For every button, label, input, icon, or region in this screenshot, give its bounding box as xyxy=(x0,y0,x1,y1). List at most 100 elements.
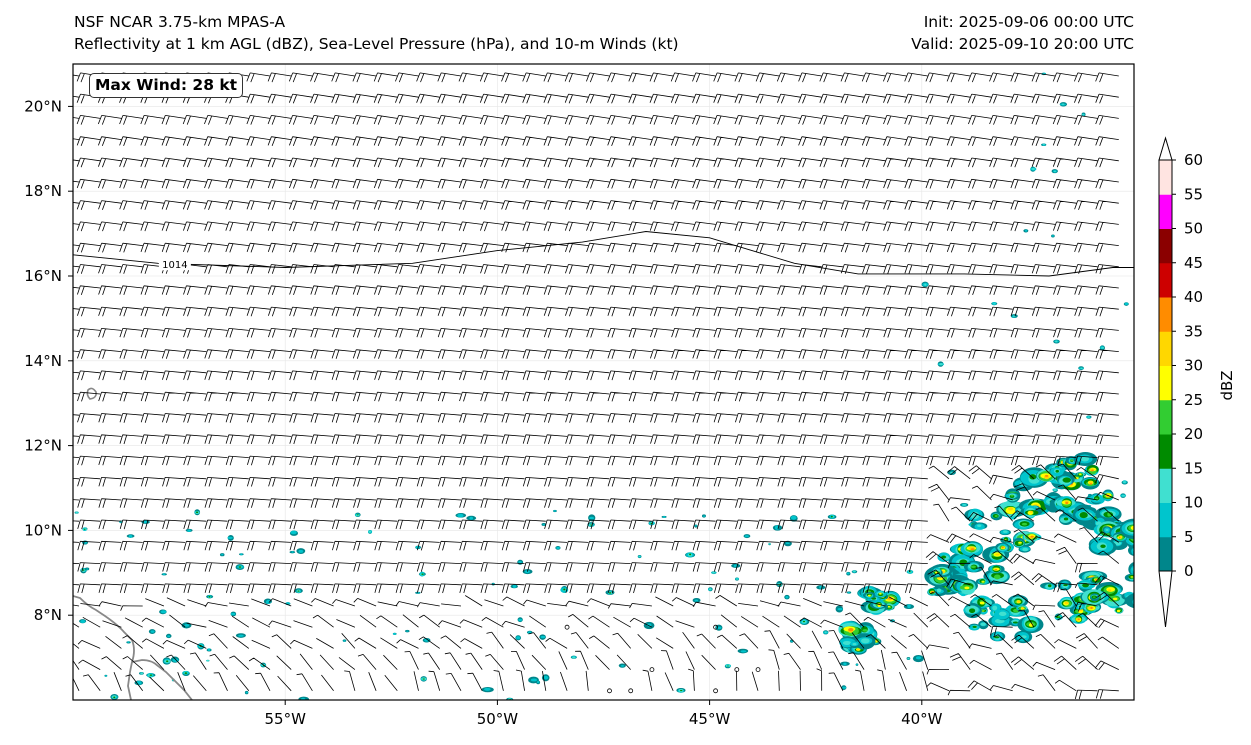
reflectivity-cell xyxy=(297,590,300,592)
reflectivity-cell xyxy=(187,529,191,532)
colorbar-segment xyxy=(1159,468,1172,503)
reflectivity-cell xyxy=(86,568,89,570)
colorbar-label: dBZ xyxy=(1218,370,1236,400)
reflectivity-cell xyxy=(1065,501,1069,505)
reflectivity-cell xyxy=(727,665,729,667)
reflectivity-cell xyxy=(83,528,86,530)
reflectivity-cell xyxy=(744,535,749,538)
colorbar-tick-label: 35 xyxy=(1184,322,1203,340)
reflectivity-cell xyxy=(862,629,868,632)
reflectivity-cell xyxy=(867,594,871,597)
wind-barbs xyxy=(73,72,1120,700)
reflectivity-cell xyxy=(1016,600,1021,603)
reflectivity-cell xyxy=(590,524,593,526)
reflectivity-cell xyxy=(1134,597,1151,606)
reflectivity-cell xyxy=(1021,522,1028,526)
reflectivity-cell xyxy=(1132,598,1134,605)
reflectivity-cell xyxy=(1091,469,1094,472)
reflectivity-cell xyxy=(1057,615,1060,618)
colorbar-max-extension xyxy=(1158,136,1173,161)
lat-tick-label: 20°N xyxy=(24,97,62,115)
reflectivity-cell xyxy=(768,543,771,545)
reflectivity-cell xyxy=(80,619,86,624)
reflectivity-cell xyxy=(227,536,233,540)
reflectivity-cell xyxy=(518,561,522,564)
reflectivity-cell xyxy=(512,584,517,589)
reflectivity-cell xyxy=(1136,542,1144,546)
reflectivity-cell xyxy=(1123,481,1126,483)
colorbar-tick-label: 45 xyxy=(1184,254,1203,272)
reflectivity-cell xyxy=(1135,593,1139,596)
colorbar-tick-label: 55 xyxy=(1184,185,1203,203)
lon-tick-label: 40°W xyxy=(901,710,943,728)
calm-wind-circle xyxy=(713,688,718,694)
isobar-label: 1014 xyxy=(162,260,187,271)
reflectivity-cell xyxy=(149,674,153,676)
reflectivity-cell xyxy=(1112,597,1118,601)
colorbar-segment xyxy=(1159,160,1172,195)
calm-wind-circle xyxy=(564,624,570,630)
reflectivity-cell xyxy=(1018,541,1022,544)
colorbar-segment xyxy=(1159,434,1172,469)
reflectivity-cell xyxy=(853,570,856,573)
reflectivity-cell xyxy=(935,571,938,574)
colorbar-tick-label: 15 xyxy=(1184,459,1203,477)
reflectivity-cell xyxy=(646,623,652,627)
reflectivity-cell xyxy=(1138,600,1144,605)
reflectivity-cell xyxy=(1053,489,1057,492)
colorbar-segment xyxy=(1159,297,1172,332)
reflectivity-cell xyxy=(457,513,464,518)
reflectivity-cell xyxy=(208,595,211,598)
colorbar-min-extension xyxy=(1158,570,1173,628)
lat-tick-label: 14°N xyxy=(24,352,62,370)
reflectivity-cell xyxy=(184,624,190,627)
reflectivity-cell xyxy=(703,515,706,517)
longitude-axis: 55°W 50°W 45°W 40°W xyxy=(264,700,943,728)
reflectivity-cell xyxy=(1080,456,1090,462)
reflectivity-cell xyxy=(82,569,85,571)
reflectivity-cell xyxy=(1045,474,1049,477)
reflectivity-cell xyxy=(553,510,557,512)
reflectivity-cell xyxy=(1055,469,1060,473)
reflectivity-cell xyxy=(733,564,738,568)
reflectivity-cell xyxy=(979,601,985,605)
reflectivity-cell xyxy=(1124,302,1129,305)
reflectivity-cell xyxy=(265,599,271,604)
reflectivity-cell xyxy=(785,542,790,545)
reflectivity-cell xyxy=(620,664,625,667)
reflectivity-cell xyxy=(484,687,491,691)
reflectivity-cell xyxy=(1078,473,1082,475)
colorbar-segment xyxy=(1159,228,1172,264)
reflectivity-cell xyxy=(694,599,699,602)
reflectivity-cell xyxy=(166,660,169,663)
reflectivity-cell xyxy=(1130,576,1134,578)
reflectivity-cell xyxy=(1064,601,1069,605)
valid-time: Valid: 2025-09-10 20:00 UTC xyxy=(911,35,1134,53)
model-name: NSF NCAR 3.75-km MPAS-A xyxy=(74,13,286,31)
reflectivity-cell xyxy=(847,591,850,594)
reflectivity-cell xyxy=(290,530,297,535)
reflectivity-cell xyxy=(852,642,857,646)
reflectivity-cell xyxy=(842,686,847,689)
reflectivity-cell xyxy=(356,514,359,516)
reflectivity-cell xyxy=(824,631,827,634)
reflectivity-cell xyxy=(1133,543,1134,545)
title-right: Init: 2025-09-06 00:00 UTC Valid: 2025-0… xyxy=(911,11,1134,55)
calm-wind-circle xyxy=(628,688,634,694)
reflectivity-cell xyxy=(1089,483,1093,485)
reflectivity-cell xyxy=(837,607,843,611)
title-left: NSF NCAR 3.75-km MPAS-A Reflectivity at … xyxy=(74,11,679,55)
colorbar-segment xyxy=(1159,194,1172,229)
reflectivity-cell xyxy=(1047,584,1052,588)
reflectivity-cell xyxy=(1001,547,1004,549)
reflectivity-cell xyxy=(75,511,78,514)
colorbar-segment xyxy=(1159,399,1172,435)
reflectivity-cell xyxy=(421,573,424,575)
reflectivity-cell xyxy=(924,283,927,286)
reflectivity-cell xyxy=(162,573,166,576)
reflectivity-cell xyxy=(1105,528,1109,531)
colorbar-tick-label: 0 xyxy=(1184,562,1194,580)
reflectivity-cell xyxy=(1133,538,1134,542)
reflectivity-cell xyxy=(128,534,133,538)
lon-tick-label: 50°W xyxy=(477,710,519,728)
